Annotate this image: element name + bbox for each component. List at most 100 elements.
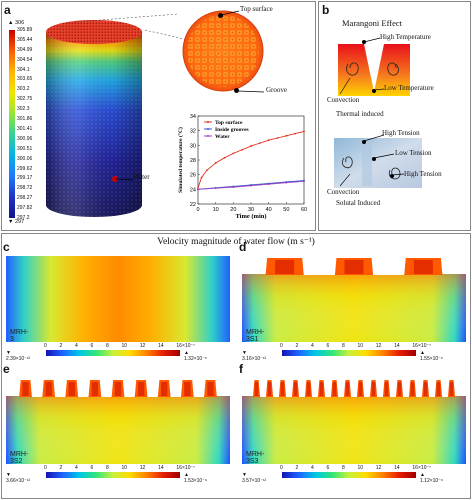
velocity-tick-label: 2	[59, 343, 63, 349]
groove-ridge	[351, 380, 357, 397]
velocity-tick-label: 16	[176, 465, 182, 471]
groove-leader	[238, 90, 265, 93]
edge-wall	[216, 378, 230, 396]
flow-field-overlay	[242, 396, 466, 464]
groove-ridge	[101, 380, 112, 397]
velocity-tick-label: 14	[158, 465, 164, 471]
groove-ridge	[364, 380, 370, 397]
groove-core	[436, 382, 441, 396]
convection-label-2: Convection	[327, 188, 360, 196]
groove-core	[275, 260, 295, 274]
scale-tick-label: 298.27	[17, 195, 33, 202]
panel-b	[318, 1, 471, 231]
chart-y-tick-label: 28	[190, 158, 196, 164]
velocity-tick-row: 0 2 4 6 8 10 12 14 16	[44, 465, 182, 471]
scale-tick-label: 301.86	[17, 116, 33, 123]
velocity-min-label: ▼ 3.16×10⁻¹²	[242, 350, 267, 362]
groove-core	[184, 382, 191, 396]
scale-tick-label: 304.99	[17, 46, 33, 53]
flow-field-overlay	[6, 396, 230, 464]
groove-core	[280, 382, 285, 396]
velocity-tick-label: 12	[375, 465, 382, 471]
edge-wall	[455, 378, 466, 396]
velocity-tick-label: 12	[139, 465, 146, 471]
velocity-tick-label: 4	[75, 343, 78, 349]
velocity-max-label: ▲ 1.12×10⁻⁶	[420, 472, 443, 484]
velocity-exponent: ×10⁻⁷	[418, 465, 431, 471]
convection-label-1: Convection	[327, 96, 360, 104]
chart-x-tick-label: 10	[213, 207, 219, 213]
edge-wall	[6, 378, 20, 396]
scale-tick-label: 304.1	[17, 66, 30, 73]
chart-legend-label: Top surface	[215, 120, 243, 126]
water-leader-line	[115, 178, 134, 181]
groove-core	[344, 260, 364, 274]
chart-legend-marker	[207, 121, 209, 123]
velocity-tick-label: 0	[280, 343, 283, 349]
groove-ridge	[416, 380, 422, 397]
scale-tick-label: 300.06	[17, 155, 33, 162]
scale-tick-label: 301.41	[17, 125, 33, 132]
groove-ridge	[325, 380, 331, 397]
groove-ridge	[312, 380, 318, 397]
velocity-tick-label: 8	[342, 465, 345, 471]
velocity-tick-label: 8	[106, 343, 109, 349]
velocity-tick-label: 12	[375, 343, 382, 349]
velocity-title: Velocity magnitude of water flow (m s⁻¹)	[157, 237, 315, 247]
groove-core	[332, 382, 337, 396]
groove-ridge	[78, 380, 89, 397]
velocity-min-label: ▼ 2.39×10⁻¹²	[6, 350, 31, 362]
chart-point	[214, 187, 217, 190]
thermal-induced-label: Thermal induced	[336, 110, 384, 118]
chart-point	[223, 156, 226, 159]
convection-leader-1	[339, 78, 351, 95]
velocity-tick-label: 14	[158, 343, 164, 349]
chart-point	[197, 186, 199, 189]
groove-core	[137, 382, 145, 396]
groove-core	[319, 382, 324, 396]
velocity-tick-label: 2	[295, 465, 299, 471]
scale-tick-label: 303.2	[17, 86, 30, 93]
velocity-max-label: ▲ 1.55×10⁻⁶	[420, 350, 443, 362]
velocity-panels	[1, 233, 471, 499]
velocity-min-label: ▼ 3.66×10⁻¹²	[6, 472, 31, 484]
velocity-field-image	[242, 378, 466, 464]
scale-tick-label: 300.51	[17, 145, 33, 152]
velocity-min-label: ▼ 3.57×10⁻¹²	[242, 472, 267, 484]
chart-point	[258, 142, 261, 145]
chart-x-tick-label: 20	[230, 207, 236, 213]
label-water: Water	[133, 173, 150, 181]
high-tension-dot-2	[390, 174, 394, 178]
groove-core	[358, 382, 363, 396]
chart-point	[294, 132, 297, 135]
edge-wall	[242, 256, 266, 274]
chart-series-line	[197, 130, 305, 189]
groove-ridge	[403, 380, 409, 397]
panel-a-letter: a	[4, 3, 11, 17]
groove-ridge	[273, 380, 279, 397]
chart-y-tick-label: 24	[190, 187, 196, 193]
scale-tick-label: 297.2	[17, 215, 30, 221]
groove-core	[207, 382, 214, 396]
velocity-tick-label: 0	[44, 343, 47, 349]
low-tension-dot	[372, 157, 376, 161]
chart-y-tick-label: 34	[190, 114, 196, 120]
low-tension-leader	[374, 153, 395, 159]
cylinder-model	[46, 20, 142, 217]
field-label: MRH-3S1	[246, 329, 265, 343]
high-tension-dot-1	[362, 140, 366, 144]
top-surface-zoom	[182, 10, 264, 92]
velocity-exponent: ×10⁻⁷	[182, 465, 195, 471]
chart-point	[285, 181, 288, 184]
groove-core	[423, 382, 428, 396]
scale-tick-label: 298.72	[17, 185, 33, 192]
velocity-tick-label: 14	[394, 343, 400, 349]
groove-ridge	[124, 380, 135, 397]
groove-core	[345, 382, 350, 396]
chart-y-tick-label: 26	[190, 173, 196, 179]
velocity-tick-label: 4	[75, 465, 78, 471]
edge-wall	[442, 256, 466, 274]
high-tension-bottom-label: High Tension	[404, 170, 442, 178]
chart-x-axis-label: Time (min)	[235, 213, 266, 220]
low-temp-leader	[374, 88, 385, 91]
